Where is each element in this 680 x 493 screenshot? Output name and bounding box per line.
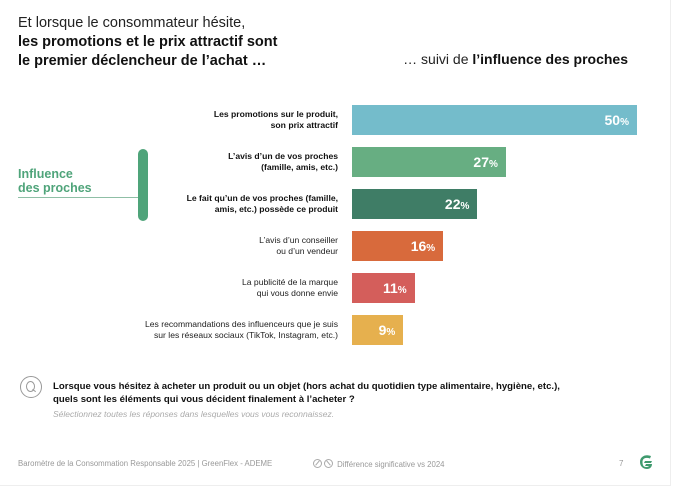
bar-label-line: ou d’un vendeur	[276, 246, 338, 256]
bar-label: Le fait qu’un de vos proches (famille, am…	[187, 193, 338, 215]
bar: 16%	[352, 231, 444, 261]
subtitle-prefix: … suivi de	[403, 51, 473, 67]
bar-label-line: Les recommandations des influenceurs que…	[145, 319, 338, 329]
significant-up-icon	[313, 459, 322, 468]
survey-instruction: Sélectionnez toutes les réponses dans le…	[53, 409, 335, 419]
bar-label: Les promotions sur le produit, son prix a…	[214, 109, 338, 131]
page-number: 7	[619, 459, 624, 468]
bar-value-label: 11%	[382, 280, 407, 296]
bar: 11%	[352, 273, 415, 303]
group-label-line-1: Influence	[18, 167, 73, 181]
significant-down-icon	[324, 459, 333, 468]
bar-label-line: L’avis d’un conseiller	[259, 235, 338, 245]
bar-value-label: 9%	[378, 322, 396, 338]
bar-label-line: Le fait qu’un de vos proches (famille,	[186, 193, 338, 203]
title-line-2: les promotions et le prix attractif sont	[18, 34, 278, 50]
bar-label: Les recommandations des influenceurs que…	[145, 319, 338, 341]
group-connector-line	[18, 197, 138, 198]
title-line-3: le premier déclencheur de l’achat …	[18, 53, 267, 69]
bar-label-line: qui vous donne envie	[256, 288, 338, 298]
bar-label: L’avis d’un conseiller ou d’un vendeur	[259, 235, 338, 257]
bar: 22%	[352, 189, 478, 219]
title-line-1: Et lorsque le consommateur hésite,	[18, 15, 246, 31]
bar: 27%	[352, 147, 506, 177]
bar-label-line: son prix attractif	[270, 120, 338, 130]
bar-label-line: amis, etc.) possède ce produit	[214, 204, 338, 214]
significance-label: Différence significative vs 2024	[337, 460, 445, 469]
bar-value-label: 50%	[604, 112, 629, 128]
bar-label-line: Les promotions sur le produit,	[213, 109, 338, 119]
subtitle: … suivi de l’influence des proches	[403, 51, 628, 67]
bar-value-label: 27%	[473, 154, 498, 170]
slide-title: Et lorsque le consommateur hésite, les p…	[18, 14, 277, 71]
group-label-influence: Influence des proches	[18, 167, 92, 195]
footer-significance: Différence significative vs 2024	[313, 459, 445, 469]
bar: 50%	[352, 105, 637, 135]
survey-question: Lorsque vous hésitez à acheter un produi…	[53, 381, 560, 405]
bar-value-label: 22%	[444, 196, 470, 212]
bar-label: La publicité de la marque qui vous donne …	[242, 277, 338, 299]
bar-label-line: (famille, amis, etc.)	[261, 162, 338, 172]
slide: Et lorsque le consommateur hésite, les p…	[0, 0, 671, 486]
bar-value-label: 16%	[410, 238, 436, 254]
group-label-line-2: des proches	[18, 181, 92, 195]
footer-source: Baromètre de la Consommation Responsable…	[18, 459, 273, 468]
bar-label-line: La publicité de la marque	[241, 277, 338, 287]
subtitle-bold: l’influence des proches	[472, 51, 628, 67]
bar: 9%	[352, 315, 404, 345]
question-icon	[20, 376, 42, 398]
bar-label: L’avis d’un de vos proches (famille, amis…	[228, 151, 338, 173]
bar-label-line: L’avis d’un de vos proches	[228, 151, 338, 161]
bar-label-line: sur les réseaux sociaux (TikTok, Instagr…	[153, 330, 338, 340]
group-bracket	[138, 149, 148, 221]
greenflex-logo-icon	[640, 455, 652, 469]
